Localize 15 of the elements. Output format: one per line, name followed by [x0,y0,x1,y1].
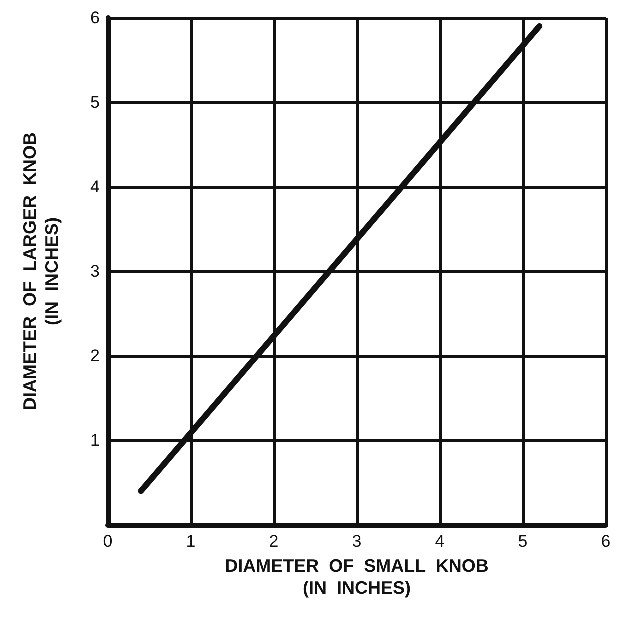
y-tick-label: 2 [90,346,100,366]
y-axis-title: DIAMETER OF LARGER KNOB (IN INCHES) [20,132,62,410]
y-tick-label: 4 [90,178,100,196]
y-tick-label: 5 [90,93,100,112]
y-tick-label: 6 [90,8,100,28]
x-tick-label: 2 [269,532,279,551]
x-tick-label: 1 [186,532,196,551]
x-axis-title: DIAMETER OF SMALL KNOB (IN INCHES) [225,556,489,598]
x-tick-label: 6 [601,532,611,551]
x-tick-label: 0 [103,532,113,551]
x-tick-label: 3 [352,532,362,551]
x-tick-label: 5 [518,532,528,551]
y-tick-label: 1 [90,431,100,450]
y-tick-label: 3 [90,262,100,281]
x-tick-label: 4 [435,532,445,551]
